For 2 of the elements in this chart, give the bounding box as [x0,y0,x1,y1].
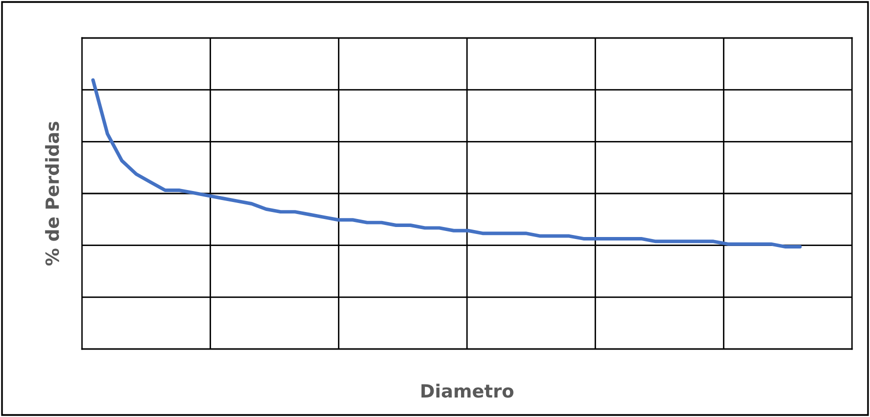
y-axis-title: % de Perdidas [45,122,60,266]
x-axis-title: Diametro [421,384,514,398]
